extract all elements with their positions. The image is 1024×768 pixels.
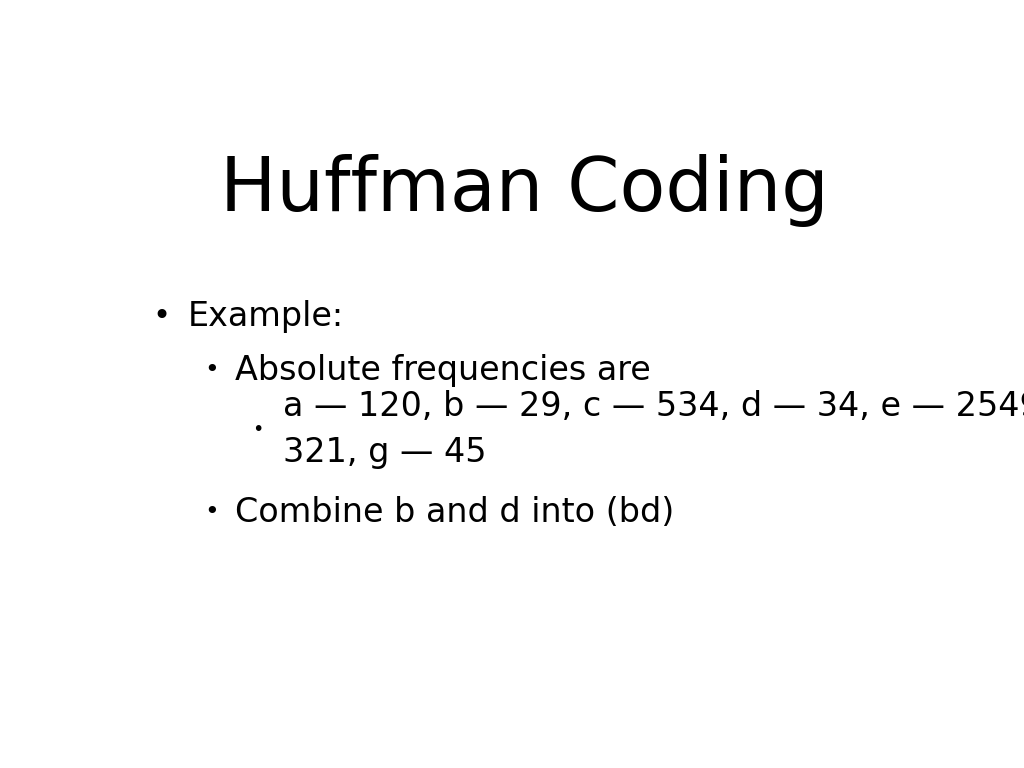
Text: •: •	[204, 500, 219, 524]
Text: Example:: Example:	[187, 300, 344, 333]
Text: Combine b and d into (bd): Combine b and d into (bd)	[236, 495, 675, 528]
Text: a — 120, b — 29, c — 534, d — 34, e — 2549, f —
321, g — 45: a — 120, b — 29, c — 534, d — 34, e — 25…	[283, 389, 1024, 468]
Text: •: •	[204, 358, 219, 382]
Text: Absolute frequencies are: Absolute frequencies are	[236, 353, 651, 386]
Text: Huffman Coding: Huffman Coding	[220, 154, 829, 227]
Text: •: •	[252, 420, 263, 439]
Text: •: •	[153, 303, 170, 331]
